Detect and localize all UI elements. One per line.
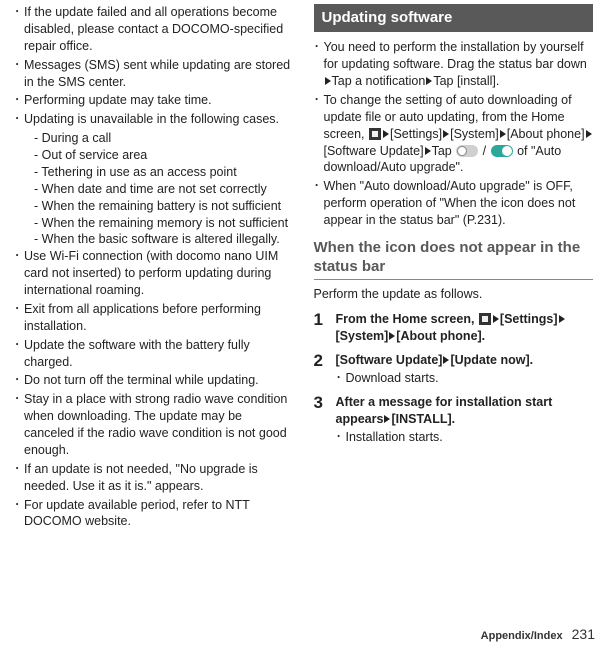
bullet-item: ･Use Wi-Fi connection (with docomo nano … [14,248,294,299]
bullet-text: If the update failed and all operations … [24,4,294,55]
bullet-text: Updating is unavailable in the following… [24,111,294,128]
arrow-icon [586,130,592,138]
right-column: Updating software ･ You need to perform … [304,4,600,648]
text: Installation starts. [346,429,443,445]
bullet-text: Update the software with the battery ful… [24,337,294,371]
arrow-icon [443,130,449,138]
bullet-text: Stay in a place with strong radio wave c… [24,391,294,459]
step-1: 1 From the Home screen, [Settings] [Syste… [314,311,594,344]
sub-case: Tethering in use as an access point [31,164,294,181]
sub-cases: During a call Out of service area Tether… [24,130,294,248]
step-sub: ･Download starts. [336,370,594,386]
text: Tap [432,144,456,158]
bullet-text: Use Wi-Fi connection (with docomo nano U… [24,248,294,299]
text: Tap a notification [332,74,426,88]
arrow-icon [443,356,449,364]
sub-case: When date and time are not set correctly [31,181,294,198]
text: [About phone]. [396,329,485,343]
left-column: ･If the update failed and all operations… [8,4,304,648]
section-title: When the icon does not appear in the sta… [314,239,594,277]
text: Download starts. [346,370,439,386]
footer-section: Appendix/Index [481,630,563,642]
bullet-item: ･Stay in a place with strong radio wave … [14,391,294,459]
bullet-item: ･ To change the setting of auto download… [314,92,594,176]
toggle-off-icon [456,145,478,157]
step-body: From the Home screen, [Settings] [System]… [336,311,594,344]
arrow-icon [383,130,389,138]
step-body: [Software Update] [Update now]. ･Download… [336,352,594,387]
text: Tap [install]. [433,74,499,88]
arrow-icon [425,147,431,155]
bullet-text: For update available period, refer to NT… [24,497,294,531]
bullet-text: Do not turn off the terminal while updat… [24,372,294,389]
sub-case: Out of service area [31,147,294,164]
text: You need to perform the installation by … [324,40,587,71]
bullet-item: ･Update the software with the battery fu… [14,337,294,371]
bullet-item: ･Messages (SMS) sent while updating are … [14,57,294,91]
bullet-text: You need to perform the installation by … [324,39,594,90]
sub-case: During a call [31,130,294,147]
section-intro: Perform the update as follows. [314,286,594,303]
bullet-item: ･ When "Auto download/Auto upgrade" is O… [314,178,594,229]
apps-grid-icon [479,313,491,325]
bullet-text: Performing update may take time. [24,92,294,109]
sub-case: When the basic software is altered illeg… [31,231,294,248]
apps-grid-icon [369,128,381,140]
sub-case: When the remaining memory is not suffici… [31,215,294,232]
bullet-item: ･For update available period, refer to N… [14,497,294,531]
page-footer: Appendix/Index 231 [481,626,595,642]
text: [INSTALL]. [391,412,455,426]
heading-updating-software: Updating software [314,4,594,32]
step-number: 2 [314,352,336,387]
text: From the Home screen, [336,312,478,326]
arrow-icon [384,415,390,423]
toggle-on-icon [491,145,513,157]
arrow-icon [389,332,395,340]
step-body: After a message for installation start a… [336,394,594,445]
bullet-item: ･Performing update may take time. [14,92,294,109]
text: [System] [450,127,499,141]
bullet-item: ･If the update failed and all operations… [14,4,294,55]
arrow-icon [500,130,506,138]
step-2: 2 [Software Update] [Update now]. ･Downlo… [314,352,594,387]
bullet-item: ･Updating is unavailable in the followin… [14,111,294,128]
bullet-item: ･ You need to perform the installation b… [314,39,594,90]
arrow-icon [325,77,331,85]
bullet-item: ･If an update is not needed, "No upgrade… [14,461,294,495]
sub-case: When the remaining battery is not suffic… [31,198,294,215]
bullet-text: To change the setting of auto downloadin… [324,92,594,176]
footer-page-number: 231 [572,626,595,642]
step-3: 3 After a message for installation start… [314,394,594,445]
arrow-icon [559,315,565,323]
text: [Settings] [390,127,442,141]
text: [Software Update] [336,353,443,367]
arrow-icon [426,77,432,85]
text: [System] [336,329,389,343]
step-number: 3 [314,394,336,445]
text: [About phone] [507,127,585,141]
bullet-text: If an update is not needed, "No upgrade … [24,461,294,495]
bullet-text: When "Auto download/Auto upgrade" is OFF… [324,178,594,229]
bullet-item: ･Do not turn off the terminal while upda… [14,372,294,389]
step-number: 1 [314,311,336,344]
step-sub: ･Installation starts. [336,429,594,445]
bullet-text: Exit from all applications before perfor… [24,301,294,335]
divider [314,279,594,280]
text: [Update now]. [450,353,533,367]
arrow-icon [493,315,499,323]
text: [Software Update] [324,144,424,158]
bullet-item: ･Exit from all applications before perfo… [14,301,294,335]
text: [Settings] [500,312,558,326]
bullet-text: Messages (SMS) sent while updating are s… [24,57,294,91]
